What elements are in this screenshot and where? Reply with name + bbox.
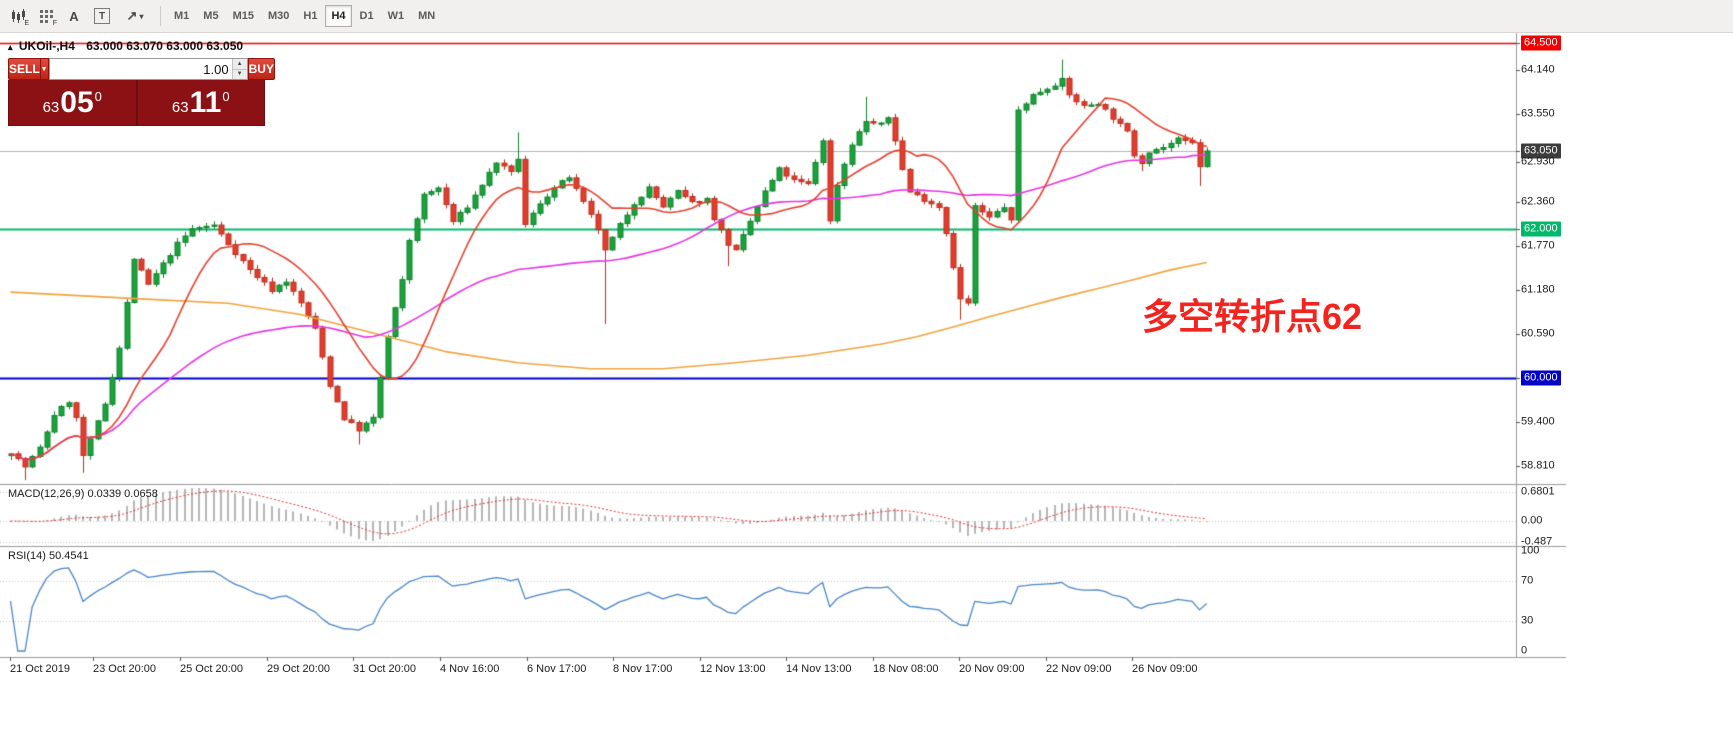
sell-price[interactable]: 63 05 0 xyxy=(9,80,136,125)
timeframe-group: M1 M5 M15 M30 H1 H4 D1 W1 MN xyxy=(167,5,442,27)
sell-button[interactable]: SELL xyxy=(8,58,41,80)
volume-box: ▲ ▼ xyxy=(48,58,248,80)
chart-text-annotation[interactable]: 多空转折点62 xyxy=(1142,296,1363,337)
text-box-glyph: T xyxy=(94,8,110,24)
sell-price-pips: 05 xyxy=(60,85,94,119)
volume-dropdown-icon[interactable]: ▼ xyxy=(40,58,49,80)
candlestick-chart-icon[interactable]: E xyxy=(5,4,31,28)
chart-symbol-period: UKOil-,H4 xyxy=(18,39,75,53)
timeframe-button-mn[interactable]: MN xyxy=(418,10,436,22)
timeframe-button-m30[interactable]: M30 xyxy=(267,10,290,22)
price-divider xyxy=(135,80,138,125)
volume-up-icon[interactable]: ▲ xyxy=(232,59,247,70)
macd-indicator-label: MACD(12,26,9) 0.0339 0.0658 xyxy=(8,488,158,500)
volume-stepper: ▲ ▼ xyxy=(231,59,247,79)
buy-price-pips: 11 xyxy=(189,85,222,119)
sell-price-main: 63 xyxy=(42,98,60,116)
chart-collapse-icon[interactable]: ▴ xyxy=(8,42,13,52)
timeframe-button-m1[interactable]: M1 xyxy=(174,10,190,22)
rsi-indicator-label: RSI(14) 50.4541 xyxy=(8,550,89,562)
chart-ohlc-values: 63.000 63.070 63.000 63.050 xyxy=(86,39,244,53)
buy-price-sub: 0 xyxy=(222,88,230,104)
buy-price[interactable]: 63 11 0 xyxy=(138,80,265,125)
timeframe-button-d1[interactable]: D1 xyxy=(359,10,374,22)
timeframe-button-h1[interactable]: H1 xyxy=(303,10,318,22)
bid-ask-display: 63 05 0 63 11 0 xyxy=(8,80,265,126)
text-box-icon[interactable]: T xyxy=(89,4,115,28)
toolbar: E F A T ↗ ▾ M1 M5 M15 M30 H1 H4 D1 W1 MN xyxy=(0,0,1733,33)
arrow-tools-icon[interactable]: ↗ ▾ xyxy=(117,4,153,28)
volume-down-icon[interactable]: ▼ xyxy=(232,69,247,79)
tool-sub-label: E xyxy=(24,20,29,27)
text-label-icon[interactable]: A xyxy=(61,4,87,28)
timeframe-button-m15[interactable]: M15 xyxy=(232,10,254,22)
chevron-down-icon: ▾ xyxy=(139,11,144,21)
toolbar-separator xyxy=(160,6,161,26)
sell-price-sub: 0 xyxy=(94,88,102,104)
timeframe-button-w1[interactable]: W1 xyxy=(387,10,405,22)
one-click-trading-panel: SELL ▼ ▲ ▼ BUY 63 05 0 63 11 0 xyxy=(8,58,275,126)
grid-icon[interactable]: F xyxy=(33,4,59,28)
timeframe-button-m5[interactable]: M5 xyxy=(203,10,219,22)
timeframe-button-h4[interactable]: H4 xyxy=(325,5,352,27)
buy-price-main: 63 xyxy=(171,98,189,116)
chart-header: ▴ UKOil-,H4 63.000 63.070 63.000 63.050 xyxy=(8,39,243,53)
arrow-glyph: ↗ xyxy=(126,8,138,23)
buy-button[interactable]: BUY xyxy=(247,58,275,80)
tool-sub-label: F xyxy=(52,20,57,27)
volume-input[interactable] xyxy=(49,59,232,79)
text-label-glyph: A xyxy=(69,8,79,24)
